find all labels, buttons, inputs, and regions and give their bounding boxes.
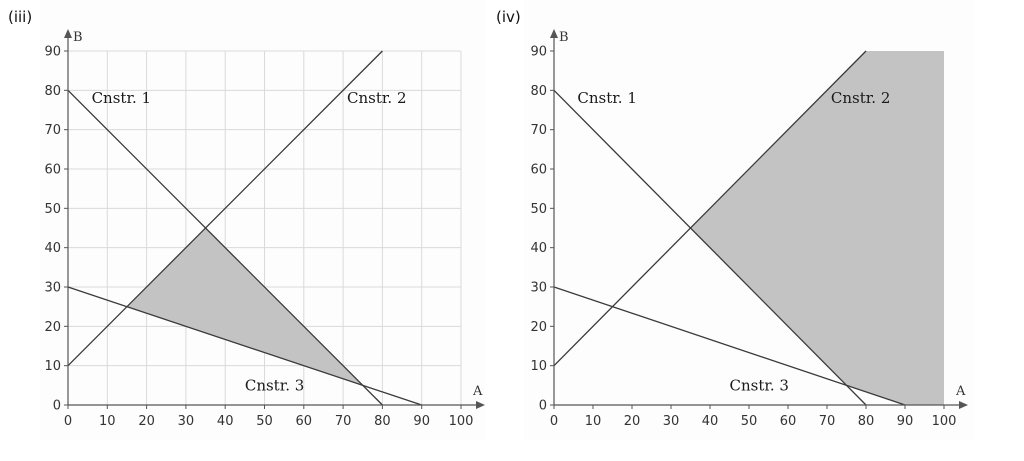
x-tick-label-40: 40 (702, 414, 719, 429)
panel-label-iv: (iv) (496, 8, 521, 26)
constraint-label-2: Cnstr. 2 (347, 89, 406, 107)
x-tick-label-30: 30 (663, 414, 680, 429)
y-tick-label-90: 90 (44, 45, 61, 60)
x-tick-label-40: 40 (217, 414, 234, 429)
y-axis-arrow-icon (550, 29, 558, 38)
y-tick-label-90: 90 (530, 45, 547, 60)
y-axis-arrow-icon (64, 29, 72, 38)
x-tick-label-70: 70 (819, 414, 836, 429)
y-tick-label-10: 10 (530, 359, 547, 374)
constraint-label-3: Cnstr. 3 (245, 376, 304, 394)
constraint-line-2 (553, 50, 867, 367)
y-tick-label-50: 50 (530, 202, 547, 217)
x-tick-label-10: 10 (585, 414, 602, 429)
constraint-label-2: Cnstr. 2 (831, 89, 890, 107)
x-tick-label-90: 90 (413, 414, 430, 429)
constraint-line-1 (67, 89, 383, 406)
constraint-label-1: Cnstr. 1 (92, 89, 151, 107)
y-tick-label-80: 80 (44, 84, 61, 99)
x-tick-label-50: 50 (256, 414, 273, 429)
plot-background (40, 0, 485, 440)
constraint-line-3 (67, 286, 422, 406)
y-tick-label-70: 70 (44, 123, 61, 138)
y-axis-label: B (73, 30, 83, 45)
x-axis-arrow-icon (476, 401, 485, 409)
constraint-line-1 (553, 89, 867, 406)
constraint-line-3 (553, 286, 906, 406)
x-axis-label: A (955, 384, 966, 399)
y-tick-label-20: 20 (530, 320, 547, 335)
y-tick-label-0: 0 (539, 399, 547, 414)
x-axis-arrow-icon (959, 401, 968, 409)
panel-label-iii: (iii) (8, 8, 33, 26)
x-tick-label-20: 20 (624, 414, 641, 429)
chart-iv: 0 10 20 30 40 50 60 70 80 90 100 0 10 20 30 40 50 60 70 80 9… (524, 0, 974, 440)
x-tick-label-80: 80 (858, 414, 875, 429)
y-tick-label-30: 30 (44, 281, 61, 296)
y-tick-label-70: 70 (530, 123, 547, 138)
x-tick-label-90: 90 (897, 414, 914, 429)
y-tick-label-40: 40 (530, 241, 547, 256)
x-tick-label-100: 100 (932, 414, 957, 429)
x-tick-label-0: 0 (64, 414, 72, 429)
x-tick-label-60: 60 (780, 414, 797, 429)
y-tick-label-10: 10 (44, 359, 61, 374)
y-tick-label-50: 50 (44, 202, 61, 217)
constraint-label-3: Cnstr. 3 (730, 376, 789, 394)
x-tick-label-100: 100 (449, 414, 474, 429)
x-tick-label-60: 60 (296, 414, 313, 429)
y-tick-label-0: 0 (53, 399, 61, 414)
x-tick-label-70: 70 (335, 414, 352, 429)
constraint-line-2 (67, 50, 383, 367)
constraint-label-1: Cnstr. 1 (577, 89, 636, 107)
x-tick-label-20: 20 (138, 414, 155, 429)
y-axis-label: B (559, 30, 569, 45)
x-tick-label-30: 30 (178, 414, 195, 429)
feasible-region (690, 51, 944, 405)
x-tick-label-10: 10 (99, 414, 116, 429)
y-tick-label-30: 30 (530, 281, 547, 296)
y-tick-label-60: 60 (44, 163, 61, 178)
y-tick-label-40: 40 (44, 241, 61, 256)
x-axis-label: A (472, 384, 483, 399)
x-tick-label-80: 80 (374, 414, 391, 429)
y-tick-label-80: 80 (530, 84, 547, 99)
x-tick-label-0: 0 (550, 414, 558, 429)
feasible-region (126, 228, 363, 386)
x-tick-label-50: 50 (741, 414, 758, 429)
chart-iii: 0 10 20 30 40 50 60 70 80 90 100 0 10 20 30 40 50 60 70 80 9… (40, 0, 485, 440)
y-tick-label-60: 60 (530, 163, 547, 178)
y-tick-label-20: 20 (44, 320, 61, 335)
